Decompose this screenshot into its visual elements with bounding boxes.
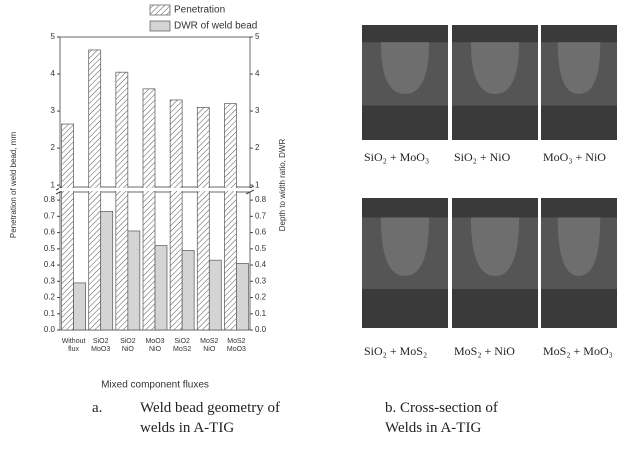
penetration-bar — [116, 72, 128, 330]
x-tick-label: MoS2 MoO3 — [221, 338, 251, 354]
dwr-bar — [101, 211, 113, 330]
y-tick-label: 0.4 — [44, 260, 56, 269]
y-tick-label: 0.5 — [44, 244, 56, 253]
x-tick-label: SiO2 MoS2 — [167, 338, 197, 354]
dwr-bar — [74, 283, 86, 330]
micrographs: SiO₂ + MoO₃ SiO₂ + NiO MoO₃ + NiO SiO₂ + Mo… — [362, 25, 617, 358]
x-tick-label: MoS2 NiO — [194, 338, 224, 354]
y-tick-label: 4 — [51, 69, 56, 78]
y2-tick-label: 4 — [255, 69, 260, 78]
legend-label: Penetration — [174, 5, 225, 16]
micrograph-label: SiO₂ + NiO — [454, 150, 511, 164]
y2-tick-label: 2 — [255, 143, 260, 152]
x-tick-label: Without flux — [59, 338, 89, 354]
legend-swatch — [150, 21, 170, 31]
y2-tick-label: 0.1 — [255, 309, 267, 318]
caption-b: b. Cross-section of Welds in A-TIG — [385, 398, 525, 438]
y-tick-label: 0.1 — [44, 309, 56, 318]
y-tick-label: 0.0 — [44, 325, 56, 334]
y-tick-label: 0.6 — [44, 228, 56, 237]
micrograph-label: SiO₂ + MoS₂ — [364, 344, 427, 358]
x-tick-label: SiO2 NiO — [113, 338, 143, 354]
dwr-bar — [236, 263, 248, 330]
penetration-bar — [197, 107, 209, 330]
y2-tick-label: 5 — [255, 32, 260, 41]
micrograph-label: MoS₂ + MoO₃ — [543, 344, 613, 358]
dwr-bar — [209, 260, 221, 330]
penetration-bar — [224, 104, 236, 330]
y-tick-label: 1 — [51, 180, 56, 189]
legend-label: DWR of weld bead — [174, 21, 257, 32]
y2-tick-label: 0.5 — [255, 244, 267, 253]
y2-tick-label: 0.2 — [255, 293, 267, 302]
y2-tick-label: 0.4 — [255, 260, 267, 269]
y-tick-label: 3 — [51, 106, 56, 115]
micrograph-label: MoO₃ + NiO — [543, 150, 606, 164]
x-tick-label: SiO2 MoO3 — [86, 338, 116, 354]
y2-tick-label: 3 — [255, 106, 260, 115]
y2-tick-label: 0.7 — [255, 211, 267, 220]
y-tick-label: 0.8 — [44, 195, 56, 204]
dwr-bar — [155, 246, 167, 330]
y-tick-label: 2 — [51, 143, 56, 152]
caption-a-label: a. — [92, 398, 102, 418]
y-tick-label: 5 — [51, 32, 56, 41]
y2-tick-label: 0.0 — [255, 325, 267, 334]
caption-a: Weld bead geometry of welds in A-TIG — [140, 398, 280, 438]
micrograph-label: SiO₂ + MoO₃ — [364, 150, 429, 164]
y2-tick-label: 1 — [255, 180, 260, 189]
page: Penetration of weld bead, mm Depth to wi… — [0, 0, 617, 468]
y2-axis-title: Depth to width ratio, DWR — [278, 139, 287, 232]
penetration-bar — [62, 124, 74, 330]
legend-swatch — [150, 5, 170, 15]
micrograph-label: MoS₂ + NiO — [454, 344, 515, 358]
y2-tick-label: 0.8 — [255, 195, 267, 204]
x-axis-title: Mixed component fluxes — [101, 380, 209, 391]
penetration-bar — [170, 100, 182, 330]
y-tick-label: 0.7 — [44, 211, 56, 220]
x-tick-label: MoO3 NiO — [140, 338, 170, 354]
y-axis-title: Penetration of weld bead, mm — [9, 132, 18, 239]
y-tick-label: 0.2 — [44, 293, 56, 302]
penetration-bar — [143, 89, 155, 330]
dwr-bar — [182, 250, 194, 330]
y-tick-label: 0.3 — [44, 276, 56, 285]
dwr-bar — [128, 231, 140, 330]
y2-tick-label: 0.3 — [255, 276, 267, 285]
break-gap — [59, 188, 251, 191]
y2-tick-label: 0.6 — [255, 228, 267, 237]
